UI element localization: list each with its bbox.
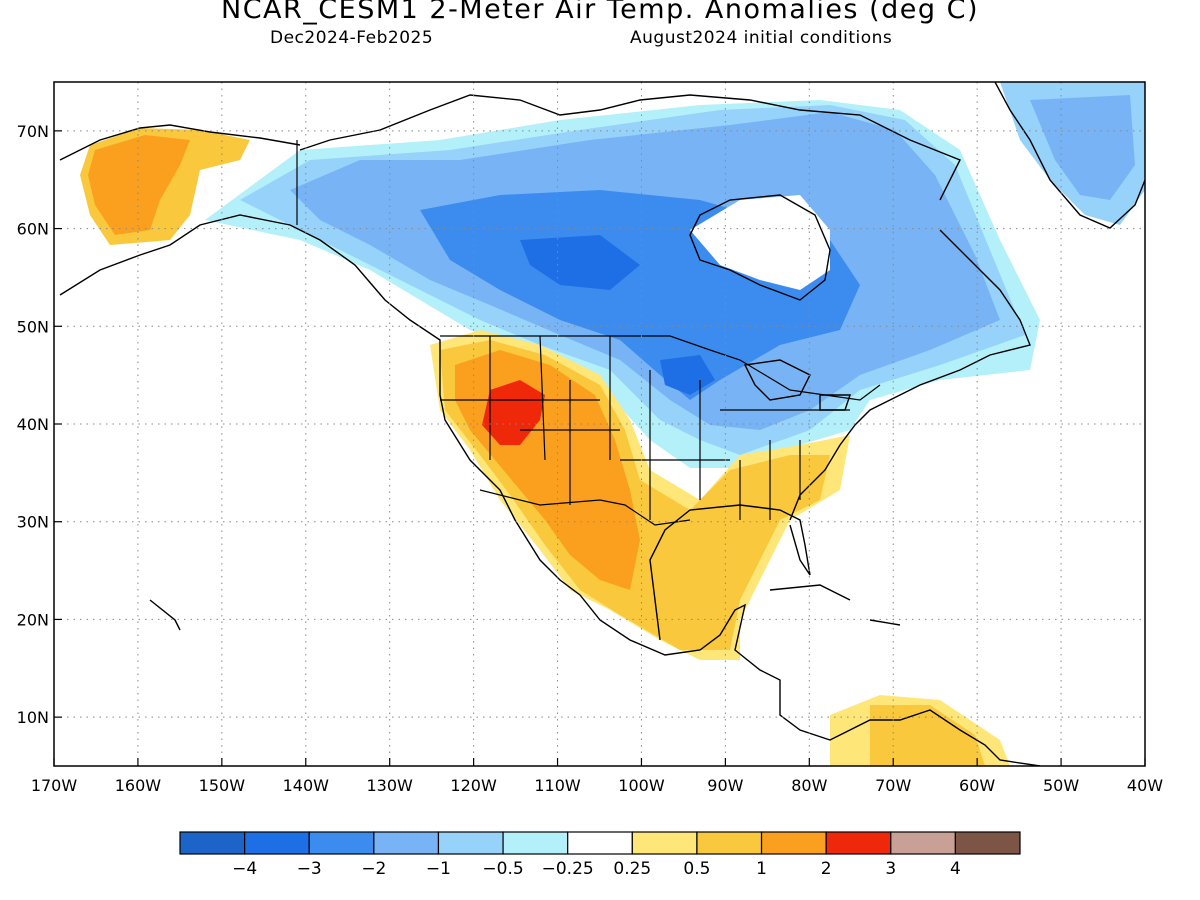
lon-label-80W: 80W (791, 776, 827, 795)
lat-label-50N: 50N (17, 317, 49, 336)
colorbar-label-11: 4 (950, 859, 961, 879)
greenland-cold-moderate (1030, 95, 1135, 200)
colorbar-label-10: 3 (885, 859, 896, 879)
political-borders (296, 140, 881, 526)
colorbar-label-2: −2 (361, 859, 386, 879)
lon-label-40W: 40W (1127, 776, 1163, 795)
lon-label-60W: 60W (959, 776, 995, 795)
south-america-warm (870, 705, 985, 766)
colorbar-swatch-1 (244, 831, 310, 855)
gulf-coastline (649, 504, 811, 641)
alaska-warm (88, 135, 190, 235)
arctic-coastline (299, 94, 961, 201)
colorbar-label-0: −4 (232, 859, 257, 879)
coastlines (59, 82, 1145, 766)
alaska-coastline (59, 124, 301, 161)
colorbar-label-6: 0.25 (613, 859, 651, 879)
lat-label-40N: 40N (17, 415, 49, 434)
colorbar-swatch-10 (825, 831, 892, 855)
colorbar-swatch-3 (373, 831, 440, 855)
lon-label-170W: 170W (31, 776, 78, 795)
colorbar-label-8: 1 (756, 859, 767, 879)
lat-label-30N: 30N (17, 513, 49, 532)
lon-label-100W: 100W (618, 776, 665, 795)
initial-conditions: August2024 initial conditions (630, 28, 893, 48)
colorbar-swatch-12 (954, 831, 1021, 855)
east-coastline (789, 229, 1031, 521)
latitude-axis: 10N 20N 30N 40N 50N 60N 70N (17, 122, 62, 727)
north-america-coastline (59, 214, 1041, 766)
lon-label-110W: 110W (534, 776, 581, 795)
colorbar-label-1: −3 (297, 859, 322, 879)
greenland-coastline (994, 82, 1145, 229)
lon-label-130W: 130W (367, 776, 414, 795)
forecast-period: Dec2024-Feb2025 (270, 28, 434, 48)
cold-anomaly-core (520, 235, 640, 290)
colorbar-swatch-8 (696, 831, 763, 855)
caribbean-islands (149, 584, 901, 631)
lon-label-120W: 120W (450, 776, 497, 795)
colorbar-swatch-2 (308, 831, 375, 855)
lon-label-70W: 70W (875, 776, 911, 795)
colorbar-swatch-5 (502, 831, 569, 855)
colorbar-label-3: −1 (426, 859, 451, 879)
cold-anomaly-core-2 (660, 355, 715, 395)
colorbar-label-4: −0.5 (482, 859, 523, 879)
colorbar-label-9: 2 (821, 859, 832, 879)
colorbar: −4 −3 −2 −1 −0.5 −0.25 0.25 0.5 1 2 3 4 (179, 831, 1021, 879)
lon-label-140W: 140W (283, 776, 330, 795)
us-mexico-border (479, 489, 691, 526)
colorbar-swatch-0 (179, 831, 246, 855)
lon-label-90W: 90W (707, 776, 743, 795)
anomaly-field (80, 82, 1145, 766)
lat-label-60N: 60N (17, 220, 49, 239)
map-title: NCAR_CESM1 2-Meter Air Temp. Anomalies (… (221, 0, 979, 25)
colorbar-label-5: −0.25 (542, 859, 594, 879)
great-basin-warm-core (482, 380, 545, 445)
colorbar-swatch-4 (437, 831, 504, 855)
colorbar-swatch-11 (890, 831, 956, 855)
us-canada-border (440, 335, 881, 401)
state-lines (440, 335, 850, 520)
colorbar-swatch-9 (760, 831, 827, 855)
lon-label-150W: 150W (199, 776, 246, 795)
lat-label-10N: 10N (17, 708, 49, 727)
colorbar-label-7: 0.5 (683, 859, 710, 879)
lon-label-50W: 50W (1043, 776, 1079, 795)
lon-label-160W: 160W (115, 776, 162, 795)
hudson-bay-coastline (689, 194, 831, 301)
longitude-axis: 170W 160W 150W 140W 130W 120W 110W 100W 90W 80W 70… (31, 758, 1163, 795)
colorbar-swatch-7 (631, 831, 698, 855)
lat-label-20N: 20N (17, 610, 49, 629)
colorbar-swatch-6 (567, 831, 633, 855)
lat-label-70N: 70N (17, 122, 49, 141)
